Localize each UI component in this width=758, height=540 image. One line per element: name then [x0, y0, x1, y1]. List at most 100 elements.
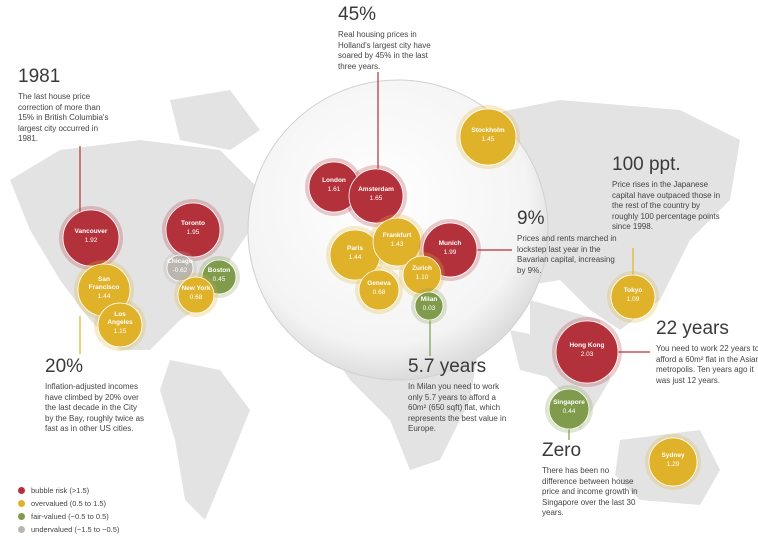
city-bubble: Hong Kong 2.03	[552, 317, 622, 387]
city-name: Munich	[439, 240, 462, 247]
city-name: Amsterdam	[358, 186, 394, 193]
city-bubble: Amsterdam 1.65	[345, 165, 407, 227]
city-bubble: Geneva 0.68	[355, 266, 403, 314]
legend-swatch	[18, 500, 25, 507]
annotation-headline: 100 ppt.	[612, 154, 681, 175]
legend-label: bubble risk (>1.5)	[31, 486, 90, 495]
bubble	[62, 209, 120, 267]
city-bubble: Toronto 1.95	[162, 199, 224, 261]
city-value: 1.09	[627, 296, 640, 303]
city-name: Frankfurt	[383, 232, 412, 239]
bubble	[348, 168, 404, 224]
city-name: Hong Kong	[569, 342, 604, 349]
city-bubble: Vancouver 1.92	[59, 206, 123, 270]
bubble	[648, 437, 698, 487]
legend-item: undervalued (−1.5 to −0.5)	[18, 525, 119, 534]
city-bubble: Paris 1.44	[326, 226, 384, 284]
connectors	[79, 72, 650, 353]
city-value: 0.45	[213, 276, 226, 283]
city-value: 2.03	[581, 351, 594, 358]
city-value: 0.03	[423, 305, 436, 312]
legend-item: fair-valued (−0.5 to 0.5)	[18, 512, 109, 521]
city-name: Vancouver	[75, 228, 108, 235]
annotation: Zero There has been no difference between…	[542, 440, 642, 519]
annotation-text: Real housing prices in Holland's largest…	[338, 30, 431, 71]
city-bubble: Zurich 1.10	[399, 252, 445, 298]
bubble	[459, 108, 517, 166]
city-value: 0.68	[190, 294, 203, 301]
legend-label: undervalued (−1.5 to −0.5)	[31, 525, 120, 534]
city-name: Stockholm	[471, 127, 504, 134]
bubble	[358, 269, 400, 311]
city-name: San Francisco	[89, 276, 120, 291]
annotation-text: There has been no difference between hou…	[542, 466, 638, 517]
city-name: Paris	[347, 245, 363, 252]
city-name: Los Angeles	[107, 311, 133, 326]
annotation-text: In Milan you need to work only 5.7 years…	[408, 382, 507, 433]
city-bubble: Los Angeles 1.15	[94, 299, 146, 351]
city-name: London	[322, 177, 346, 184]
city-value: 1.45	[482, 136, 495, 143]
city-bubble: San Francisco 1.44	[74, 260, 134, 320]
bubble	[610, 274, 656, 320]
bubble	[177, 276, 215, 314]
city-bubble: Singapore 0.44	[545, 385, 593, 433]
annotation-text: The last house price correction of more …	[18, 92, 109, 143]
legend-label: fair-valued (−0.5 to 0.5)	[31, 512, 109, 521]
bubble	[166, 254, 194, 282]
city-bubble: London 1.61	[305, 158, 363, 216]
annotation-headline: 5.7 years	[408, 356, 487, 377]
city-name: Boston	[208, 267, 230, 274]
city-bubble: Chicago -0.62	[163, 251, 197, 285]
city-value: 1.43	[391, 241, 404, 248]
annotation-text: Prices and rents marched in lockstep las…	[517, 234, 617, 275]
annotation: 45% Real housing prices in Holland's larg…	[338, 4, 433, 72]
city-bubble: Frankfurt 1.43	[369, 214, 425, 270]
city-name: Zurich	[412, 265, 432, 272]
bubble	[548, 388, 590, 430]
city-name: Sydney	[661, 452, 685, 459]
annotation-headline: 45%	[338, 4, 377, 25]
city-bubble: Sydney 1.29	[645, 434, 701, 490]
legend-swatch	[18, 513, 25, 520]
bubble	[372, 217, 422, 267]
city-value: -0.62	[173, 267, 188, 274]
city-name: Tokyo	[624, 287, 643, 294]
annotation: 22 years You need to work 22 years to aff…	[656, 318, 758, 386]
city-name: Singapore	[553, 399, 585, 406]
annotation: 9% Prices and rents marched in lockstep l…	[517, 208, 617, 276]
annotation-headline: Zero	[542, 440, 582, 461]
city-name: Milan	[421, 296, 438, 303]
city-value: 1.65	[370, 195, 383, 202]
city-name: Toronto	[181, 220, 205, 227]
city-bubble: Tokyo 1.09	[607, 271, 659, 323]
annotation-headline: 9%	[517, 208, 545, 229]
bubble	[97, 302, 143, 348]
city-name: Chicago	[167, 258, 193, 265]
city-value: 1.99	[444, 249, 457, 256]
city-value: 0.68	[373, 289, 386, 296]
legend-swatch	[18, 487, 25, 494]
city-value: 1.61	[328, 186, 341, 193]
legend-swatch	[18, 526, 25, 533]
annotation-text: Inflation-adjusted incomes have climbed …	[45, 382, 145, 433]
legend-item: bubble risk (>1.5)	[18, 486, 89, 495]
city-name: New York	[181, 285, 210, 292]
annotation-headline: 20%	[45, 356, 84, 377]
annotation-text: Price rises in the Japanese capital have…	[612, 180, 721, 231]
annotation: 1981 The last house price correction of m…	[18, 66, 118, 145]
annotation: 20% Inflation-adjusted incomes have climb…	[45, 356, 145, 435]
annotation: 100 ppt. Price rises in the Japanese capi…	[612, 154, 724, 233]
city-value: 1.44	[349, 254, 362, 261]
legend-item: overvalued (0.5 to 1.5)	[18, 499, 106, 508]
annotation: 5.7 years In Milan you need to work only …	[408, 356, 508, 435]
city-name: Geneva	[367, 280, 391, 287]
bubble	[165, 202, 221, 258]
city-value: 1.92	[85, 237, 98, 244]
city-value: 1.15	[114, 328, 127, 335]
bubble	[555, 320, 619, 384]
city-bubble: New York 0.68	[174, 273, 218, 317]
legend-label: overvalued (0.5 to 1.5)	[31, 499, 107, 508]
city-value: 1.29	[667, 461, 680, 468]
